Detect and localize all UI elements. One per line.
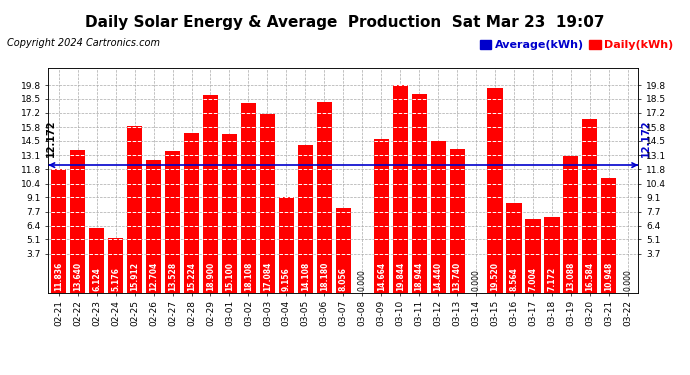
Bar [487, 88, 502, 292]
Bar [222, 135, 237, 292]
Text: 8.056: 8.056 [339, 267, 348, 291]
Bar [260, 114, 275, 292]
Bar [544, 217, 560, 292]
Bar [373, 139, 388, 292]
Bar [146, 159, 161, 292]
Text: 11.836: 11.836 [55, 262, 63, 291]
Text: 15.100: 15.100 [225, 262, 234, 291]
Text: 12.172: 12.172 [641, 119, 651, 157]
Text: 17.084: 17.084 [263, 261, 272, 291]
Text: 13.088: 13.088 [566, 261, 575, 291]
Bar [108, 238, 124, 292]
Bar [203, 95, 218, 292]
Text: 12.172: 12.172 [46, 119, 57, 157]
Bar [184, 133, 199, 292]
Text: 5.176: 5.176 [111, 267, 120, 291]
Bar [89, 228, 104, 292]
Text: 13.640: 13.640 [73, 262, 82, 291]
Text: 0.000: 0.000 [471, 270, 480, 291]
Bar [241, 103, 256, 292]
Text: 0.000: 0.000 [623, 270, 632, 291]
Bar [317, 102, 332, 292]
Text: 15.224: 15.224 [187, 262, 196, 291]
Bar [127, 126, 142, 292]
Bar [298, 145, 313, 292]
Bar [70, 150, 86, 292]
Text: 19.844: 19.844 [395, 262, 404, 291]
Bar [449, 149, 464, 292]
Bar [431, 141, 446, 292]
Text: 14.108: 14.108 [301, 262, 310, 291]
Text: 18.900: 18.900 [206, 262, 215, 291]
Text: 8.564: 8.564 [509, 267, 518, 291]
Text: 0.000: 0.000 [357, 270, 367, 291]
Text: 18.944: 18.944 [415, 262, 424, 291]
Text: 14.664: 14.664 [377, 262, 386, 291]
Text: Daily Solar Energy & Average  Production  Sat Mar 23  19:07: Daily Solar Energy & Average Production … [86, 15, 604, 30]
Bar [563, 156, 578, 292]
Bar [506, 203, 522, 292]
Text: 18.108: 18.108 [244, 261, 253, 291]
Bar [336, 208, 351, 292]
Text: 12.704: 12.704 [149, 262, 158, 291]
Text: 14.440: 14.440 [433, 262, 442, 291]
Text: 9.156: 9.156 [282, 267, 291, 291]
Bar [165, 151, 180, 292]
Text: 18.180: 18.180 [319, 261, 329, 291]
Text: 13.740: 13.740 [453, 262, 462, 291]
Bar [582, 119, 598, 292]
Text: 13.528: 13.528 [168, 262, 177, 291]
Text: 19.520: 19.520 [491, 262, 500, 291]
Bar [411, 94, 426, 292]
Text: 6.124: 6.124 [92, 267, 101, 291]
Bar [525, 219, 540, 292]
Bar [601, 178, 616, 292]
Legend: Average(kWh), Daily(kWh): Average(kWh), Daily(kWh) [476, 36, 678, 54]
Text: Copyright 2024 Cartronics.com: Copyright 2024 Cartronics.com [7, 38, 160, 48]
Bar [279, 196, 294, 292]
Bar [393, 85, 408, 292]
Text: 10.948: 10.948 [604, 262, 613, 291]
Text: 15.912: 15.912 [130, 262, 139, 291]
Text: 7.004: 7.004 [529, 267, 538, 291]
Bar [51, 169, 66, 292]
Text: 16.584: 16.584 [585, 262, 594, 291]
Text: 7.172: 7.172 [547, 267, 556, 291]
